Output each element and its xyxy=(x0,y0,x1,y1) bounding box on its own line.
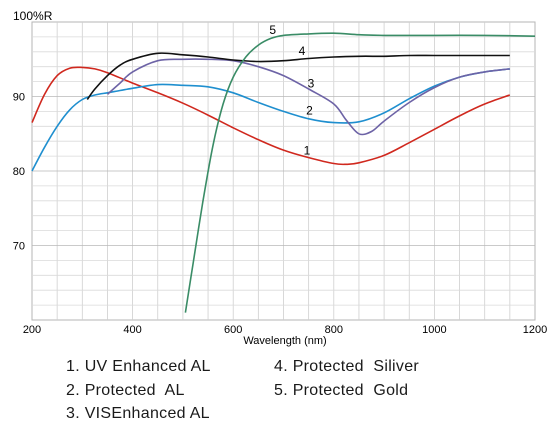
y-tick-label: 70 xyxy=(13,241,25,253)
curve-label-1: 1 xyxy=(304,144,311,158)
curve-label-3: 3 xyxy=(308,77,315,91)
grid xyxy=(31,21,536,321)
series-lines xyxy=(31,32,536,313)
curve-labels: 1 2 3 4 5 xyxy=(269,23,314,158)
x-tick-label: 1000 xyxy=(422,324,446,336)
x-tick-label: 600 xyxy=(224,324,242,336)
series-line-5 xyxy=(184,32,536,313)
curve-label-4: 4 xyxy=(299,44,306,58)
x-tick-label: 400 xyxy=(123,324,141,336)
x-tick-label: 200 xyxy=(23,324,41,336)
y-axis-label: 100%R xyxy=(13,9,53,23)
curve-label-2: 2 xyxy=(306,103,313,117)
y-tick-label: 80 xyxy=(13,166,25,178)
series-line-4 xyxy=(86,52,510,100)
x-axis-label: Wavelength (nm) xyxy=(243,335,326,347)
tick-labels: 200 400 600 800 1000 1200 70 80 90 xyxy=(13,92,547,337)
series-line-1 xyxy=(31,66,511,166)
curve-label-5: 5 xyxy=(269,23,276,37)
y-tick-label: 90 xyxy=(13,92,25,104)
series-line-3 xyxy=(106,58,510,136)
x-tick-label: 800 xyxy=(325,324,343,336)
x-tick-label: 1200 xyxy=(523,324,547,336)
series-line-2 xyxy=(31,68,510,172)
